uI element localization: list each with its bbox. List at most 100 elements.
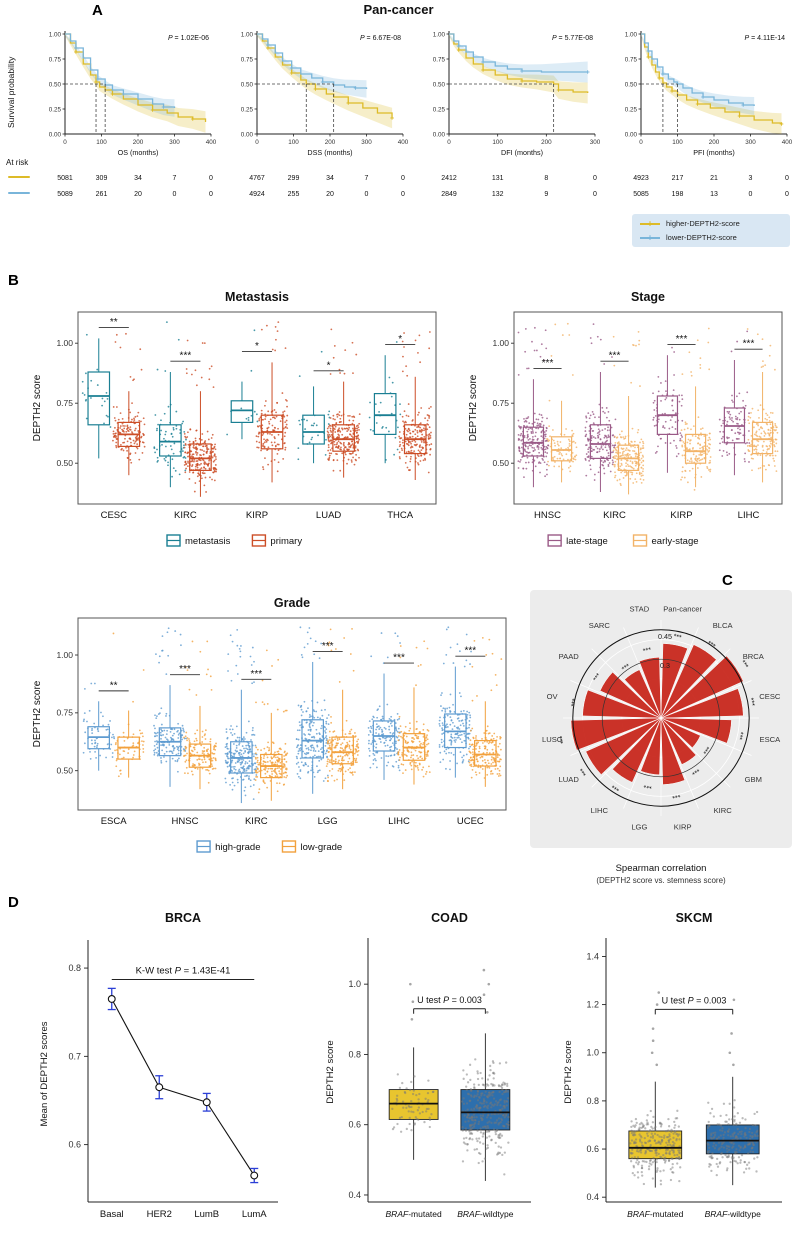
svg-text:0: 0 (593, 191, 597, 198)
svg-text:***: *** (643, 781, 653, 790)
svg-text:100: 100 (492, 139, 503, 146)
lower-score-line-icon (640, 236, 660, 239)
svg-text:2412: 2412 (441, 175, 457, 182)
svg-text:***: *** (735, 731, 744, 741)
svg-text:KIRC: KIRC (714, 806, 733, 815)
svg-text:3: 3 (749, 175, 753, 182)
svg-text:132: 132 (492, 191, 504, 198)
svg-text:***: *** (699, 744, 710, 755)
svg-text:0.7: 0.7 (68, 1051, 81, 1061)
svg-text:CESC: CESC (759, 692, 781, 701)
km-dfi-chart: 0.00 0.25 0.50 0.75 1.00 0 100 200 300 P = 5.77E-… (433, 31, 601, 198)
svg-text:KIRP: KIRP (674, 822, 692, 831)
svg-text:8: 8 (544, 175, 548, 182)
svg-text:KIRC: KIRC (174, 510, 197, 521)
svg-text:BRCA: BRCA (165, 911, 201, 925)
svg-text:1.00: 1.00 (492, 338, 509, 348)
svg-text:400: 400 (206, 139, 217, 146)
svg-text:COAD: COAD (431, 911, 468, 925)
svg-text:HNSC: HNSC (172, 816, 199, 827)
svg-text:OS (months): OS (months) (118, 148, 159, 157)
svg-text:DEPTH2 score: DEPTH2 score (32, 374, 43, 441)
stage-boxplot: Stage 0.50 0.75 1.00 DEPTH2 score HNSC *** KIRC… (468, 290, 783, 547)
svg-text:4923: 4923 (633, 175, 649, 182)
svg-text:1.0: 1.0 (348, 979, 361, 989)
svg-text:Mean of DEPTH2 scores: Mean of DEPTH2 scores (39, 1021, 50, 1126)
higher-score-line-icon (640, 222, 660, 225)
svg-text:GBM: GBM (745, 775, 762, 784)
panel-a-title: Pan-cancer (363, 2, 434, 17)
at-risk-label: At risk (6, 158, 29, 167)
svg-text:***: *** (322, 641, 334, 652)
legend-item-lower: lower-DEPTH2-score (640, 233, 782, 242)
svg-text:0: 0 (63, 139, 67, 146)
svg-text:LumB: LumB (194, 1209, 219, 1220)
svg-text:DFI (months): DFI (months) (501, 148, 543, 157)
svg-text:Pan-cancer: Pan-cancer (663, 605, 702, 614)
svg-text:0: 0 (401, 175, 405, 182)
svg-text:217: 217 (672, 175, 684, 182)
svg-text:primary: primary (270, 536, 302, 547)
svg-text:0.6: 0.6 (348, 1120, 361, 1130)
svg-text:1.00: 1.00 (625, 31, 638, 38)
svg-text:9: 9 (544, 191, 548, 198)
svg-text:0.25: 0.25 (241, 106, 254, 113)
svg-text:**: ** (110, 680, 118, 691)
svg-text:0.45: 0.45 (658, 632, 672, 641)
svg-text:LGG: LGG (318, 816, 338, 827)
svg-text:400: 400 (398, 139, 409, 146)
svg-text:P = 1.02E-06: P = 1.02E-06 (168, 35, 209, 42)
svg-text:late-stage: late-stage (566, 536, 608, 547)
svg-text:0: 0 (785, 175, 789, 182)
svg-text:100: 100 (672, 139, 683, 146)
svg-text:0.25: 0.25 (433, 106, 446, 113)
svg-text:309: 309 (96, 175, 108, 182)
legend-item-higher: higher-DEPTH2-score (640, 219, 782, 228)
svg-text:UCEC: UCEC (457, 816, 484, 827)
svg-text:*: * (327, 360, 331, 371)
svg-text:low-grade: low-grade (300, 842, 342, 853)
svg-text:***: *** (643, 647, 653, 656)
panel-d-label: D (8, 894, 19, 911)
svg-text:KIRC: KIRC (245, 816, 268, 827)
svg-text:STAD: STAD (629, 605, 649, 614)
svg-text:300: 300 (169, 139, 180, 146)
panel-a-ylabel: Survival probability (6, 56, 16, 128)
svg-text:4924: 4924 (249, 191, 265, 198)
svg-text:300: 300 (590, 139, 601, 146)
svg-text:0: 0 (365, 191, 369, 198)
svg-text:***: *** (579, 765, 590, 776)
svg-text:Basal: Basal (100, 1209, 124, 1220)
svg-text:BRCA: BRCA (743, 652, 765, 661)
svg-text:2849: 2849 (441, 191, 457, 198)
svg-text:100: 100 (96, 139, 107, 146)
svg-text:CESC: CESC (101, 510, 128, 521)
svg-text:1.00: 1.00 (433, 31, 446, 38)
svg-text:0.75: 0.75 (625, 56, 638, 63)
svg-text:0: 0 (173, 191, 177, 198)
svg-text:7: 7 (173, 175, 177, 182)
svg-text:0.3: 0.3 (660, 661, 670, 670)
svg-text:KIRC: KIRC (603, 510, 626, 521)
svg-text:LIHC: LIHC (591, 806, 609, 815)
svg-text:OV: OV (547, 692, 559, 701)
svg-text:***: *** (689, 765, 700, 776)
svg-text:high-grade: high-grade (215, 842, 260, 853)
svg-text:4767: 4767 (249, 175, 265, 182)
svg-text:*: * (255, 341, 259, 352)
svg-text:5089: 5089 (57, 191, 73, 198)
svg-text:***: *** (611, 781, 622, 792)
svg-text:0.75: 0.75 (56, 398, 73, 408)
svg-text:255: 255 (288, 191, 300, 198)
svg-text:DEPTH2 score: DEPTH2 score (468, 374, 479, 441)
svg-text:20: 20 (326, 191, 334, 198)
svg-text:20: 20 (134, 191, 142, 198)
svg-text:198: 198 (672, 191, 684, 198)
svg-text:0.75: 0.75 (56, 708, 73, 718)
svg-text:DEPTH2 score: DEPTH2 score (32, 680, 43, 747)
svg-text:KIRP: KIRP (670, 510, 692, 521)
svg-text:K-W test P = 1.43E-41: K-W test P = 1.43E-41 (136, 966, 231, 977)
